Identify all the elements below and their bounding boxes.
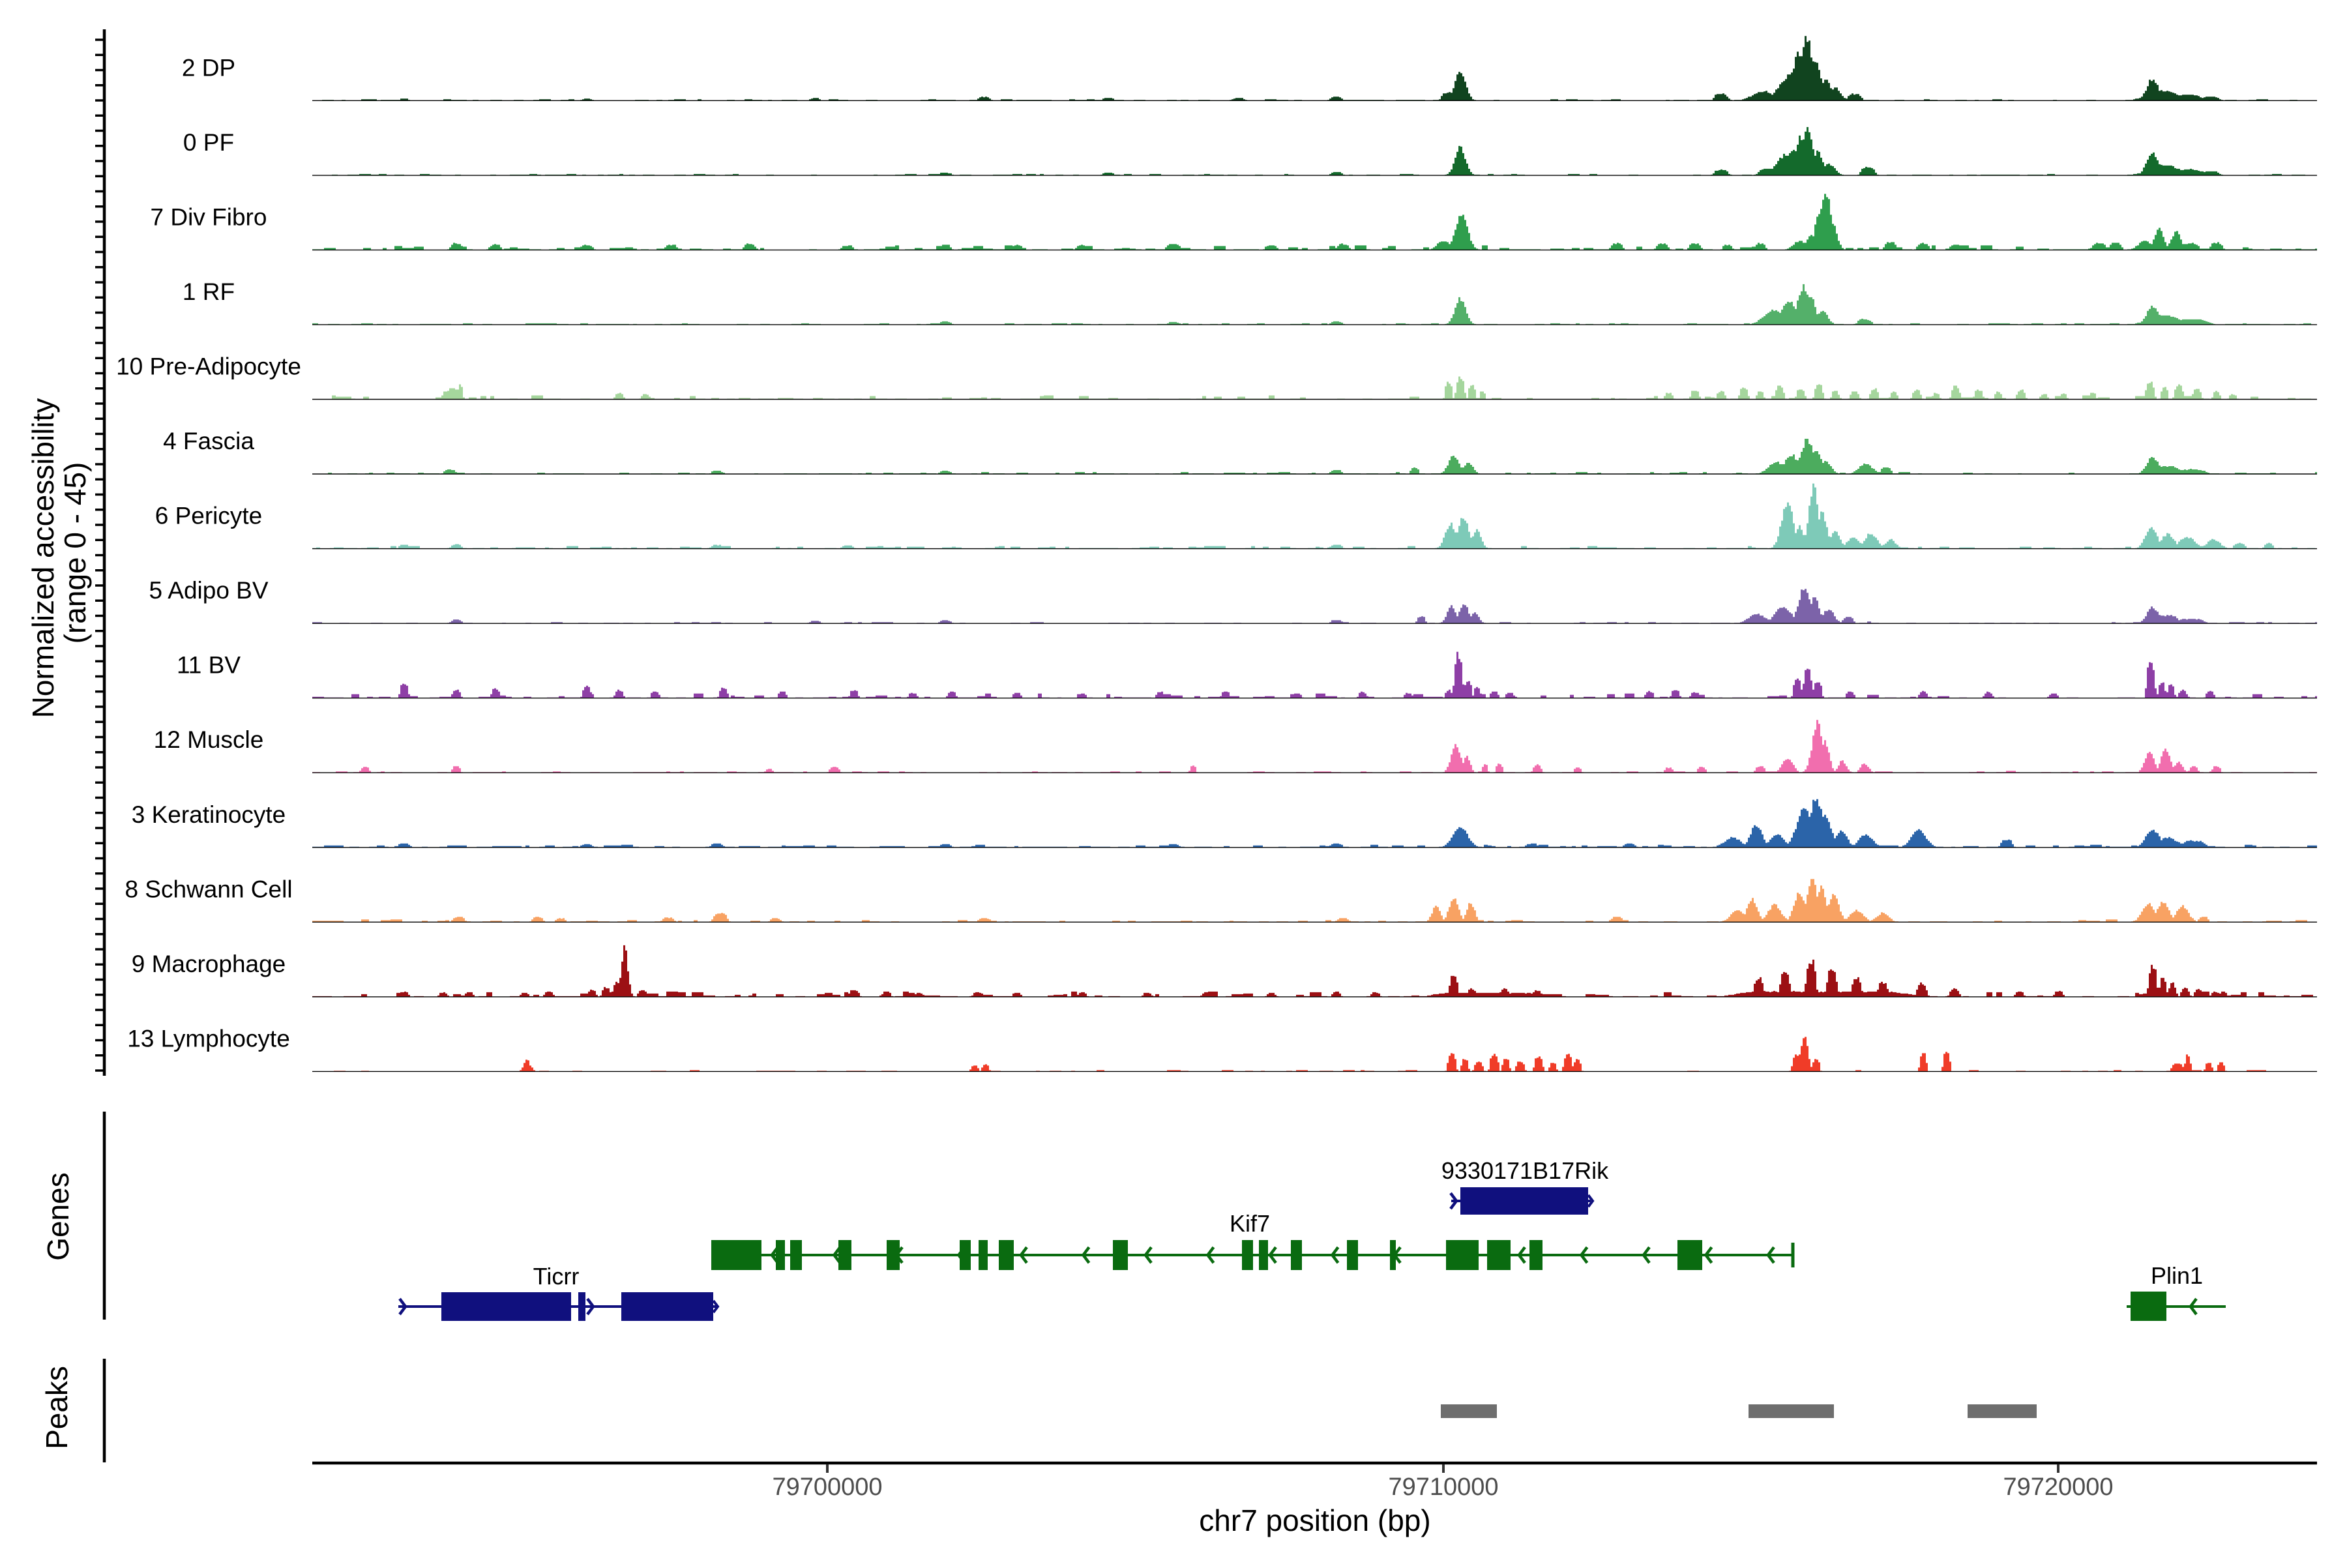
svg-text:(range 0 - 45): (range 0 - 45) — [58, 462, 92, 644]
svg-text:chr7 position (bp): chr7 position (bp) — [1199, 1503, 1430, 1537]
svg-text:0 PF: 0 PF — [183, 129, 234, 156]
svg-text:10 Pre-Adipocyte: 10 Pre-Adipocyte — [116, 353, 301, 380]
svg-text:7 Div Fibro: 7 Div Fibro — [151, 203, 267, 230]
svg-text:9 Macrophage: 9 Macrophage — [132, 951, 286, 977]
svg-text:8 Schwann Cell: 8 Schwann Cell — [125, 876, 292, 902]
svg-text:6 Pericyte: 6 Pericyte — [155, 503, 263, 529]
svg-text:79700000: 79700000 — [772, 1473, 882, 1501]
svg-text:Normalized accessibility: Normalized accessibility — [26, 398, 60, 718]
svg-text:5 Adipo BV: 5 Adipo BV — [149, 577, 268, 604]
svg-text:Plin1: Plin1 — [2151, 1262, 2203, 1289]
svg-text:11 BV: 11 BV — [177, 652, 241, 679]
svg-text:Ticrr: Ticrr — [533, 1263, 580, 1290]
svg-text:79710000: 79710000 — [1388, 1473, 1498, 1501]
svg-text:2 DP: 2 DP — [182, 54, 235, 81]
svg-text:9330171B17Rik: 9330171B17Rik — [1441, 1157, 1609, 1184]
svg-text:13 Lymphocyte: 13 Lymphocyte — [127, 1025, 290, 1052]
svg-text:Genes: Genes — [41, 1172, 75, 1261]
svg-text:79720000: 79720000 — [2003, 1473, 2113, 1501]
svg-text:3 Keratinocyte: 3 Keratinocyte — [132, 801, 286, 828]
svg-text:Kif7: Kif7 — [1230, 1210, 1270, 1237]
svg-text:Peaks: Peaks — [40, 1366, 74, 1449]
svg-text:4 Fascia: 4 Fascia — [163, 428, 254, 454]
svg-text:12 Muscle: 12 Muscle — [154, 726, 264, 753]
svg-text:1 RF: 1 RF — [183, 278, 235, 305]
